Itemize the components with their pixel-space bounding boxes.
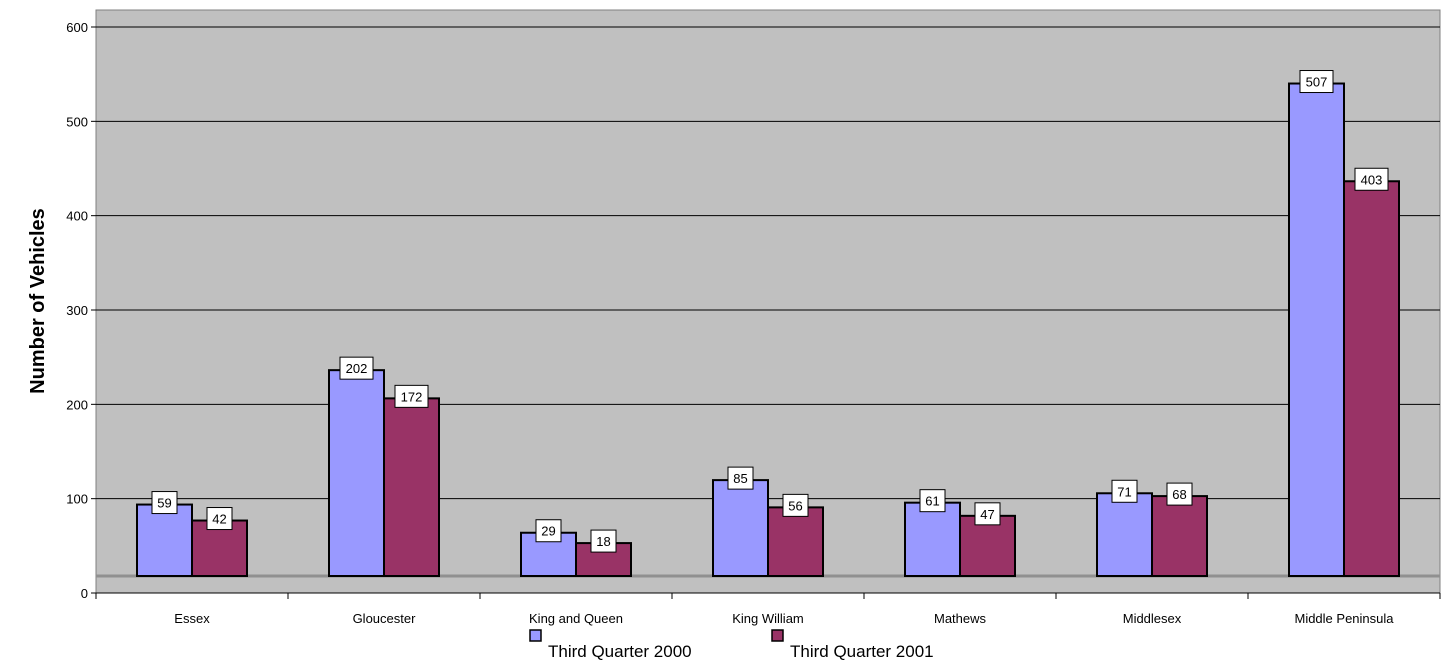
bar [1096,492,1153,577]
y-tick-label: 600 [66,20,88,35]
data-label-box [782,493,809,517]
x-category-label: King William [732,611,804,626]
bar [328,369,385,577]
y-tick-label: 300 [66,303,88,318]
data-label-box [1166,482,1193,506]
bar [904,501,961,578]
data-label: 47 [980,507,994,522]
data-label-box [727,466,754,490]
x-category-label: King and Queen [529,611,623,626]
y-axis-label: Number of Vehicles [27,208,49,394]
data-label-box [1354,167,1389,191]
y-tick-label: 0 [81,586,88,601]
data-label: 42 [212,512,226,527]
legend-label: Third Quarter 2001 [790,642,934,661]
bar [767,506,824,577]
data-label: 59 [157,496,171,511]
legend-swatch [771,629,784,642]
bar [1343,180,1400,578]
data-label-box [974,502,1001,526]
bar [383,397,440,577]
bar [1151,495,1208,577]
legend-swatch [529,629,542,642]
bars [136,82,1400,578]
bar [191,519,248,577]
data-label: 61 [925,494,939,509]
data-label: 202 [346,361,368,376]
y-tick-label: 100 [66,492,88,507]
data-label: 172 [401,389,423,404]
data-label-box [1299,70,1334,94]
bar [136,503,193,577]
bar [1288,82,1345,578]
bar [712,479,769,578]
x-axis: Essex Gloucester King and Queen King Willia… [95,592,1441,626]
data-label: 68 [1172,487,1186,502]
data-label: 29 [541,524,555,539]
data-label-box [339,356,374,380]
data-label-box [919,489,946,513]
x-category-label: Middlesex [1123,611,1182,626]
y-axis-ticks: 0 100 200 300 400 500 600 [66,20,96,601]
data-label-box [206,507,233,531]
y-tick-label: 500 [66,114,88,129]
data-label-box [151,491,178,515]
data-label: 71 [1117,484,1131,499]
y-tick-label: 400 [66,209,88,224]
data-labels: 59 42 202 172 29 18 85 56 61 47 71 68 507 403 [151,70,1389,553]
legend: Third Quarter 2000 Third Quarter 2001 [529,629,934,661]
data-label: 403 [1361,172,1383,187]
data-label: 18 [596,534,610,549]
legend-label: Third Quarter 2000 [548,642,692,661]
x-category-label: Gloucester [353,611,417,626]
data-label: 507 [1306,75,1328,90]
data-label-box [535,519,562,543]
data-label: 85 [733,471,747,486]
x-category-label: Middle Peninsula [1294,611,1394,626]
data-label-box [590,529,617,553]
y-tick-label: 200 [66,397,88,412]
data-label: 56 [788,498,802,513]
x-category-label: Essex [174,611,210,626]
x-category-label: Mathews [934,611,987,626]
data-label-box [1111,479,1138,503]
data-label-box [394,384,429,408]
